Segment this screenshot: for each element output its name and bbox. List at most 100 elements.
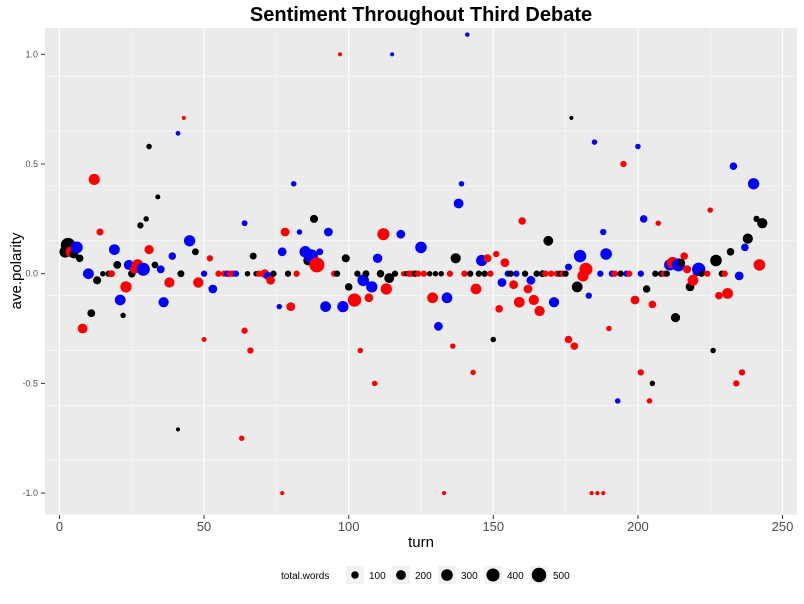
- y-tick-label: 0.5: [25, 159, 38, 169]
- data-point-blue: [597, 270, 604, 277]
- data-point-black: [244, 270, 251, 277]
- data-point-red: [626, 270, 633, 277]
- data-point-black: [100, 270, 106, 277]
- data-point-red: [646, 398, 653, 404]
- data-point-blue: [390, 52, 395, 57]
- data-point-black: [652, 270, 659, 277]
- data-points: [59, 32, 768, 496]
- data-point-blue: [200, 270, 208, 277]
- data-point-black: [698, 270, 705, 277]
- data-point-blue: [614, 398, 621, 404]
- data-point-blue: [734, 271, 744, 281]
- data-point-black: [354, 270, 361, 277]
- data-point-black: [490, 336, 497, 343]
- data-point-red: [247, 347, 254, 354]
- data-point-black: [120, 312, 126, 319]
- data-point-red: [164, 277, 175, 288]
- data-point-red: [707, 207, 713, 213]
- x-tick-label: 50: [197, 519, 211, 534]
- data-point-blue: [565, 263, 572, 271]
- data-point-blue: [208, 284, 218, 294]
- data-point-red: [704, 270, 711, 277]
- data-point-black: [617, 270, 624, 277]
- data-point-black: [543, 235, 554, 246]
- data-point-red: [442, 491, 447, 496]
- data-point-black: [670, 312, 681, 323]
- legend-key-500: [531, 567, 547, 583]
- data-point-red: [534, 305, 545, 317]
- data-point-red: [144, 244, 154, 255]
- data-point-red: [637, 369, 644, 376]
- data-point-red: [461, 270, 468, 277]
- data-point-blue: [109, 244, 120, 255]
- data-point-red: [528, 294, 539, 306]
- data-point-blue: [441, 292, 453, 304]
- data-point-red: [377, 228, 390, 241]
- data-point-blue: [175, 130, 181, 136]
- data-point-red: [595, 491, 600, 496]
- y-tick-label: 0.0: [25, 269, 38, 279]
- data-point-red: [380, 283, 392, 295]
- data-point-red: [483, 254, 492, 263]
- data-point-red: [495, 305, 503, 313]
- legend-key-200: [396, 570, 406, 580]
- data-point-black: [677, 258, 686, 267]
- data-point-red: [337, 52, 343, 57]
- data-point-blue: [357, 274, 370, 287]
- data-point-red: [309, 257, 325, 273]
- data-point-red: [88, 173, 100, 185]
- data-point-blue: [70, 241, 83, 254]
- data-point-blue: [453, 198, 464, 209]
- data-point-black: [642, 285, 651, 293]
- x-tick-label: 100: [338, 519, 360, 534]
- data-point-black: [467, 270, 474, 277]
- data-point-black: [533, 270, 540, 277]
- data-point-red: [446, 270, 454, 277]
- data-point-red: [215, 270, 222, 277]
- data-point-red: [523, 284, 533, 294]
- data-point-red: [120, 281, 132, 293]
- data-point-red: [470, 369, 476, 376]
- data-point-blue: [513, 270, 520, 277]
- data-point-red: [680, 252, 688, 260]
- data-point-red: [414, 270, 422, 277]
- data-point-red: [181, 115, 186, 120]
- data-point-black: [376, 269, 385, 278]
- legend-title: total.words: [281, 571, 329, 582]
- data-point-blue: [232, 270, 240, 277]
- data-point-black: [333, 270, 341, 277]
- data-point-red: [570, 342, 579, 350]
- data-point-black: [562, 270, 569, 277]
- data-point-black: [146, 143, 152, 150]
- data-point-red: [564, 335, 573, 344]
- y-tick-label: -1.0: [22, 488, 38, 498]
- data-point-red: [266, 275, 275, 285]
- data-point-black: [175, 427, 181, 432]
- x-tick-label: 250: [772, 519, 794, 534]
- data-point-black: [757, 218, 768, 229]
- data-point-red: [721, 270, 728, 277]
- data-point-blue: [548, 297, 560, 308]
- data-point-red: [518, 217, 526, 225]
- data-point-black: [113, 260, 122, 269]
- data-point-red: [722, 288, 733, 299]
- data-point-red: [241, 327, 248, 334]
- data-point-blue: [277, 247, 287, 257]
- data-point-blue: [600, 248, 612, 260]
- data-point-red: [620, 160, 627, 168]
- data-point-black: [481, 270, 488, 277]
- x-axis-title: turn: [408, 534, 434, 551]
- data-point-red: [77, 323, 88, 334]
- y-axis-ticks: -1.0 -0.5 0.0 0.5 1.0: [22, 49, 45, 498]
- data-point-red: [683, 265, 692, 274]
- data-point-red: [715, 291, 723, 300]
- data-point-black: [137, 222, 144, 229]
- data-point-black: [426, 270, 433, 277]
- data-point-blue: [729, 162, 738, 170]
- legend: total.words 100 200 300 400 500: [281, 566, 570, 584]
- data-point-red: [513, 296, 525, 308]
- data-point-black: [391, 270, 399, 277]
- data-point-black: [143, 216, 149, 222]
- data-point-red: [655, 220, 661, 226]
- data-point-blue: [316, 248, 324, 256]
